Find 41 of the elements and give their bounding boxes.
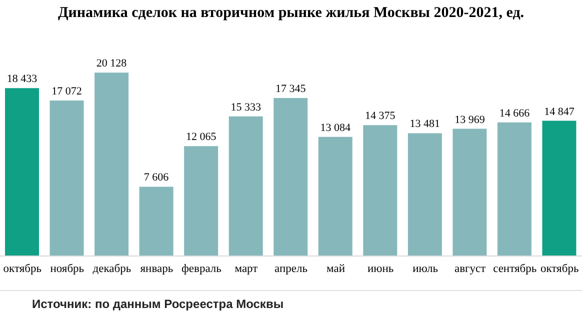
x-tick-label: октябрь (3, 263, 42, 276)
data-label: 14 666 (499, 107, 530, 120)
data-label: 14 847 (544, 106, 575, 118)
data-label: 7 606 (144, 172, 170, 184)
x-tick-label: декабрь (92, 263, 132, 276)
data-label: 12 065 (186, 131, 217, 144)
chart-title: Динамика сделок на вторичном рынке жилья Москвы 2020-2021, ед. (56, 4, 526, 23)
x-tick-label: март (234, 263, 258, 276)
bar (139, 186, 174, 256)
data-label: 13 481 (410, 118, 440, 130)
x-tick-label: октябрь (540, 263, 579, 276)
data-label: 18 433 (6, 73, 38, 86)
data-label: 13 969 (454, 114, 486, 126)
x-tick-label: июль (412, 263, 438, 276)
data-label: 14 375 (365, 110, 396, 122)
x-tick-label: ноябрь (50, 263, 84, 276)
bar (94, 72, 129, 256)
bar (5, 88, 39, 256)
data-label: 17 345 (275, 83, 306, 96)
bar (228, 116, 263, 256)
bar (50, 100, 84, 256)
x-tick-label: апрель (274, 263, 308, 276)
data-label: 20 128 (96, 58, 128, 70)
x-tick-label: август (454, 263, 486, 276)
x-tick-label: июнь (367, 263, 394, 276)
data-label: 17 072 (52, 86, 82, 98)
bar (318, 136, 352, 256)
data-label: 13 084 (320, 122, 352, 134)
data-label: 15 333 (230, 101, 262, 114)
x-tick-label: февраль (181, 263, 222, 276)
x-tick-label: январь (140, 263, 174, 276)
bar (452, 128, 487, 256)
bar (184, 146, 218, 256)
bar (542, 120, 576, 256)
text: Источник: по данным Росреестра Москвы (31, 296, 285, 311)
bar (497, 122, 532, 256)
x-tick-label: май (326, 263, 346, 276)
bar (408, 133, 442, 256)
bar (274, 98, 308, 256)
x-tick-label: сентябрь (493, 263, 537, 276)
bar (363, 125, 398, 256)
